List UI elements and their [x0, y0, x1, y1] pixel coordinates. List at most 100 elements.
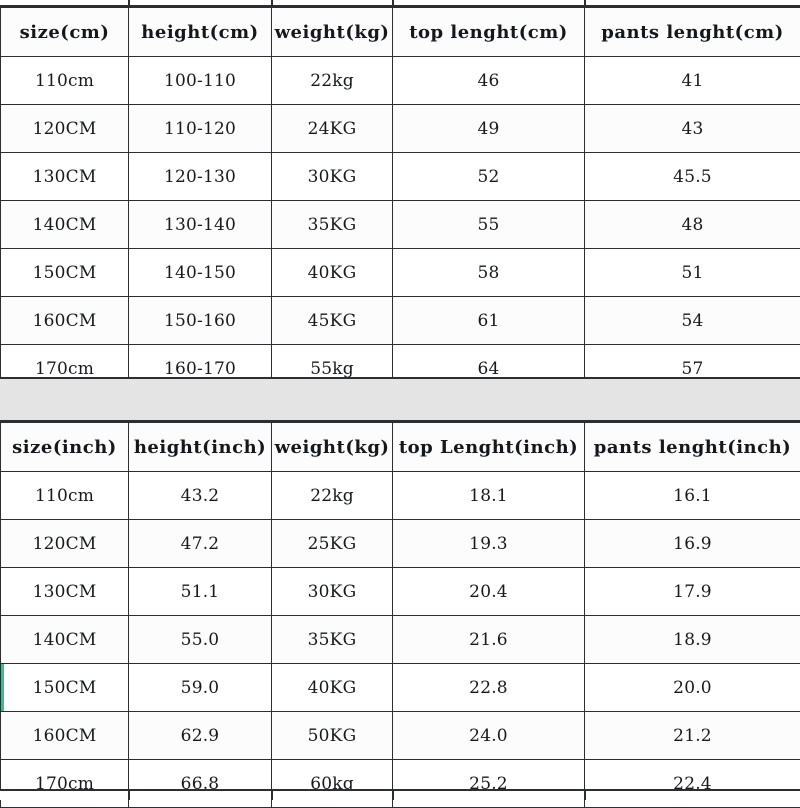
cell-weight: 22kg — [272, 472, 393, 520]
table-row[interactable]: 140CM 55.0 35KG 21.6 18.9 — [1, 616, 800, 664]
table-inch-body: 110cm 43.2 22kg 18.1 16.1 120CM 47.2 25K… — [1, 472, 800, 808]
table-row[interactable]: 160CM 150-160 45KG 61 54 — [1, 297, 800, 345]
cell-pants-length: 20.0 — [585, 664, 800, 712]
cell-pants-length: 21.2 — [585, 712, 800, 760]
cell-weight: 60kg — [272, 760, 393, 808]
col-header-top-length-cm: top lenght(cm) — [393, 8, 585, 57]
cell-top-length: 25.2 — [393, 760, 585, 808]
cell-height: 66.8 — [129, 760, 272, 808]
table-cm-header: size(cm) height(cm) weight(kg) top lengh… — [1, 8, 800, 57]
col-header-size-cm: size(cm) — [1, 8, 129, 57]
clipped-row-top — [0, 0, 800, 7]
cell-weight: 24KG — [272, 105, 393, 153]
cell-size: 170cm — [1, 760, 129, 808]
cell-top-length: 20.4 — [393, 568, 585, 616]
cell-pants-length: 18.9 — [585, 616, 800, 664]
table-row-selected[interactable]: 150CM 59.0 40KG 22.8 20.0 — [1, 664, 800, 712]
cell-pants-length: 43 — [585, 105, 800, 153]
cell-top-length: 24.0 — [393, 712, 585, 760]
cell-size: 160CM — [1, 712, 129, 760]
cell-weight: 35KG — [272, 201, 393, 249]
table-separator-band — [0, 377, 800, 422]
cell-size: 130CM — [1, 153, 129, 201]
cell-height: 110-120 — [129, 105, 272, 153]
table-header-row: size(cm) height(cm) weight(kg) top lengh… — [1, 8, 800, 57]
table-row[interactable]: 150CM 140-150 40KG 58 51 — [1, 249, 800, 297]
cell-pants-length: 16.1 — [585, 472, 800, 520]
table-row[interactable]: 110cm 100-110 22kg 46 41 — [1, 57, 800, 105]
cell-pants-length: 51 — [585, 249, 800, 297]
table-row[interactable]: 120CM 47.2 25KG 19.3 16.9 — [1, 520, 800, 568]
cell-height: 150-160 — [129, 297, 272, 345]
cell-height: 120-130 — [129, 153, 272, 201]
table-inch-header: size(inch) height(inch) weight(kg) top L… — [1, 423, 800, 472]
cell-weight: 22kg — [272, 57, 393, 105]
cell-pants-length: 17.9 — [585, 568, 800, 616]
table-row[interactable]: 110cm 43.2 22kg 18.1 16.1 — [1, 472, 800, 520]
cell-pants-length: 48 — [585, 201, 800, 249]
table-row[interactable]: 160CM 62.9 50KG 24.0 21.2 — [1, 712, 800, 760]
cell-pants-length: 41 — [585, 57, 800, 105]
size-table-inch: size(inch) height(inch) weight(kg) top L… — [0, 422, 800, 808]
col-header-top-length-inch: top Lenght(inch) — [393, 423, 585, 472]
table-row[interactable]: 130CM 51.1 30KG 20.4 17.9 — [1, 568, 800, 616]
cell-top-length: 55 — [393, 201, 585, 249]
cell-height: 100-110 — [129, 57, 272, 105]
cell-top-length: 18.1 — [393, 472, 585, 520]
cell-top-length: 19.3 — [393, 520, 585, 568]
col-header-height-cm: height(cm) — [129, 8, 272, 57]
cell-weight: 35KG — [272, 616, 393, 664]
cell-weight: 45KG — [272, 297, 393, 345]
cell-size: 140CM — [1, 616, 129, 664]
cell-height: 51.1 — [129, 568, 272, 616]
cell-top-length: 58 — [393, 249, 585, 297]
col-header-height-inch: height(inch) — [129, 423, 272, 472]
cell-height: 55.0 — [129, 616, 272, 664]
cell-size: 150CM — [1, 664, 129, 712]
cell-pants-length: 16.9 — [585, 520, 800, 568]
cell-height: 140-150 — [129, 249, 272, 297]
cell-height: 130-140 — [129, 201, 272, 249]
cell-height: 59.0 — [129, 664, 272, 712]
col-header-size-inch: size(inch) — [1, 423, 129, 472]
cell-weight: 40KG — [272, 664, 393, 712]
cell-top-length: 46 — [393, 57, 585, 105]
cell-height: 62.9 — [129, 712, 272, 760]
cell-pants-length: 45.5 — [585, 153, 800, 201]
cell-size: 120CM — [1, 520, 129, 568]
cell-weight: 50KG — [272, 712, 393, 760]
cell-top-length: 61 — [393, 297, 585, 345]
cell-weight: 40KG — [272, 249, 393, 297]
table-row[interactable]: 140CM 130-140 35KG 55 48 — [1, 201, 800, 249]
table-row[interactable]: 120CM 110-120 24KG 49 43 — [1, 105, 800, 153]
cell-weight: 30KG — [272, 568, 393, 616]
cell-height: 47.2 — [129, 520, 272, 568]
cell-pants-length: 54 — [585, 297, 800, 345]
cell-size: 120CM — [1, 105, 129, 153]
col-header-weight-kg: weight(kg) — [272, 423, 393, 472]
cell-top-length: 21.6 — [393, 616, 585, 664]
cell-size: 110cm — [1, 57, 129, 105]
col-header-pants-length-cm: pants lenght(cm) — [585, 8, 800, 57]
table-cm-body: 110cm 100-110 22kg 46 41 120CM 110-120 2… — [1, 57, 800, 393]
size-table-cm: size(cm) height(cm) weight(kg) top lengh… — [0, 7, 800, 393]
cell-size: 160CM — [1, 297, 129, 345]
table-row[interactable]: 130CM 120-130 30KG 52 45.5 — [1, 153, 800, 201]
cell-height: 43.2 — [129, 472, 272, 520]
col-header-weight-kg: weight(kg) — [272, 8, 393, 57]
cell-weight: 25KG — [272, 520, 393, 568]
table-header-row: size(inch) height(inch) weight(kg) top L… — [1, 423, 800, 472]
cell-size: 130CM — [1, 568, 129, 616]
cell-top-length: 22.8 — [393, 664, 585, 712]
cell-size: 150CM — [1, 249, 129, 297]
cell-top-length: 52 — [393, 153, 585, 201]
table-row[interactable]: 170cm 66.8 60kg 25.2 22.4 — [1, 760, 800, 808]
cell-weight: 30KG — [272, 153, 393, 201]
cell-size: 110cm — [1, 472, 129, 520]
clipped-row-bottom — [0, 789, 800, 800]
cell-pants-length: 22.4 — [585, 760, 800, 808]
col-header-pants-length-inch: pants lenght(inch) — [585, 423, 800, 472]
cell-size: 140CM — [1, 201, 129, 249]
cell-top-length: 49 — [393, 105, 585, 153]
